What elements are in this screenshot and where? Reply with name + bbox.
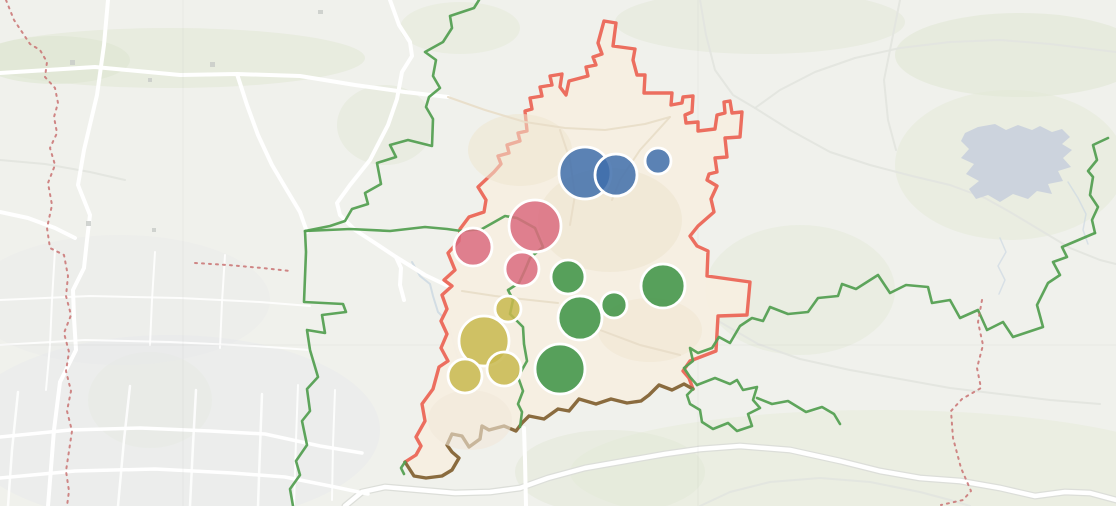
minor-road: [883, 0, 901, 151]
vegetation-patch: [400, 2, 520, 54]
green-boundary: [682, 231, 1097, 387]
minor-road: [754, 39, 1116, 109]
green-boundary: [685, 376, 762, 433]
major-road: [0, 426, 364, 455]
street: [331, 389, 336, 501]
district-road: [599, 329, 681, 356]
bubble-green[interactable]: [639, 262, 687, 310]
water: [961, 124, 1072, 202]
bubble-pink[interactable]: [507, 198, 563, 254]
vegetation-patch: [895, 13, 1116, 97]
urban-area: [0, 335, 380, 506]
district-terrain-patch: [428, 390, 512, 450]
green-boundary: [399, 460, 407, 476]
minor-road: [1009, 211, 1116, 265]
bubble-green[interactable]: [556, 294, 604, 342]
bubble-green[interactable]: [599, 290, 629, 320]
bubble-pink[interactable]: [503, 250, 541, 288]
bubble-yellow[interactable]: [493, 294, 523, 324]
highway: [342, 443, 1116, 506]
minor-road: [719, 321, 1101, 405]
vegetation-patch: [337, 85, 433, 165]
building: [148, 78, 152, 82]
street: [0, 295, 311, 307]
building: [152, 228, 156, 232]
street: [0, 339, 311, 351]
vegetation-patch: [705, 225, 895, 355]
street: [149, 251, 156, 346]
green-boundary: [288, 229, 348, 506]
bubble-green[interactable]: [533, 342, 587, 396]
district-terrain-patch: [468, 114, 572, 186]
street: [219, 254, 226, 349]
bubble-pink[interactable]: [452, 226, 494, 268]
minor-road: [699, 0, 756, 109]
district-road: [447, 96, 671, 131]
street: [116, 384, 132, 506]
green-boundary: [1086, 136, 1110, 235]
dashed-boundary: [5, 0, 73, 506]
stream: [997, 237, 1007, 295]
bubble-layer: [446, 145, 687, 396]
vegetation-patch: [615, 0, 905, 54]
street: [6, 390, 20, 506]
reservoir-lake: [961, 124, 1072, 202]
urban-area: [0, 235, 270, 365]
district-border-brown: [403, 382, 695, 480]
dashed-boundary: [194, 262, 291, 272]
buildings: [70, 10, 323, 232]
bubble-green[interactable]: [549, 258, 587, 296]
bubble-yellow[interactable]: [446, 357, 484, 395]
major-road: [0, 210, 77, 240]
major-road: [235, 72, 309, 234]
green-boundary: [755, 396, 842, 426]
bubble-blue[interactable]: [593, 152, 639, 198]
major-road: [335, 0, 414, 302]
stream: [1067, 181, 1089, 245]
minor-road: [699, 477, 971, 506]
street: [256, 392, 264, 506]
green-boundary: [303, 0, 481, 233]
building: [70, 60, 75, 65]
street: [45, 249, 56, 391]
building: [86, 221, 91, 226]
bubble-yellow[interactable]: [485, 350, 523, 388]
bubble-blue[interactable]: [643, 146, 673, 176]
district-border-red: [403, 19, 752, 464]
vegetation-patch: [515, 430, 705, 506]
red-dashed-boundaries: [5, 0, 984, 506]
street: [188, 388, 198, 506]
streets: [0, 249, 336, 506]
major-road: [0, 467, 370, 496]
minor-road: [0, 159, 126, 181]
dashed-boundary: [940, 299, 984, 506]
major-road: [46, 0, 110, 506]
building: [210, 62, 215, 67]
major-road: [522, 426, 528, 506]
building: [318, 10, 323, 14]
green-boundary: [303, 225, 463, 233]
